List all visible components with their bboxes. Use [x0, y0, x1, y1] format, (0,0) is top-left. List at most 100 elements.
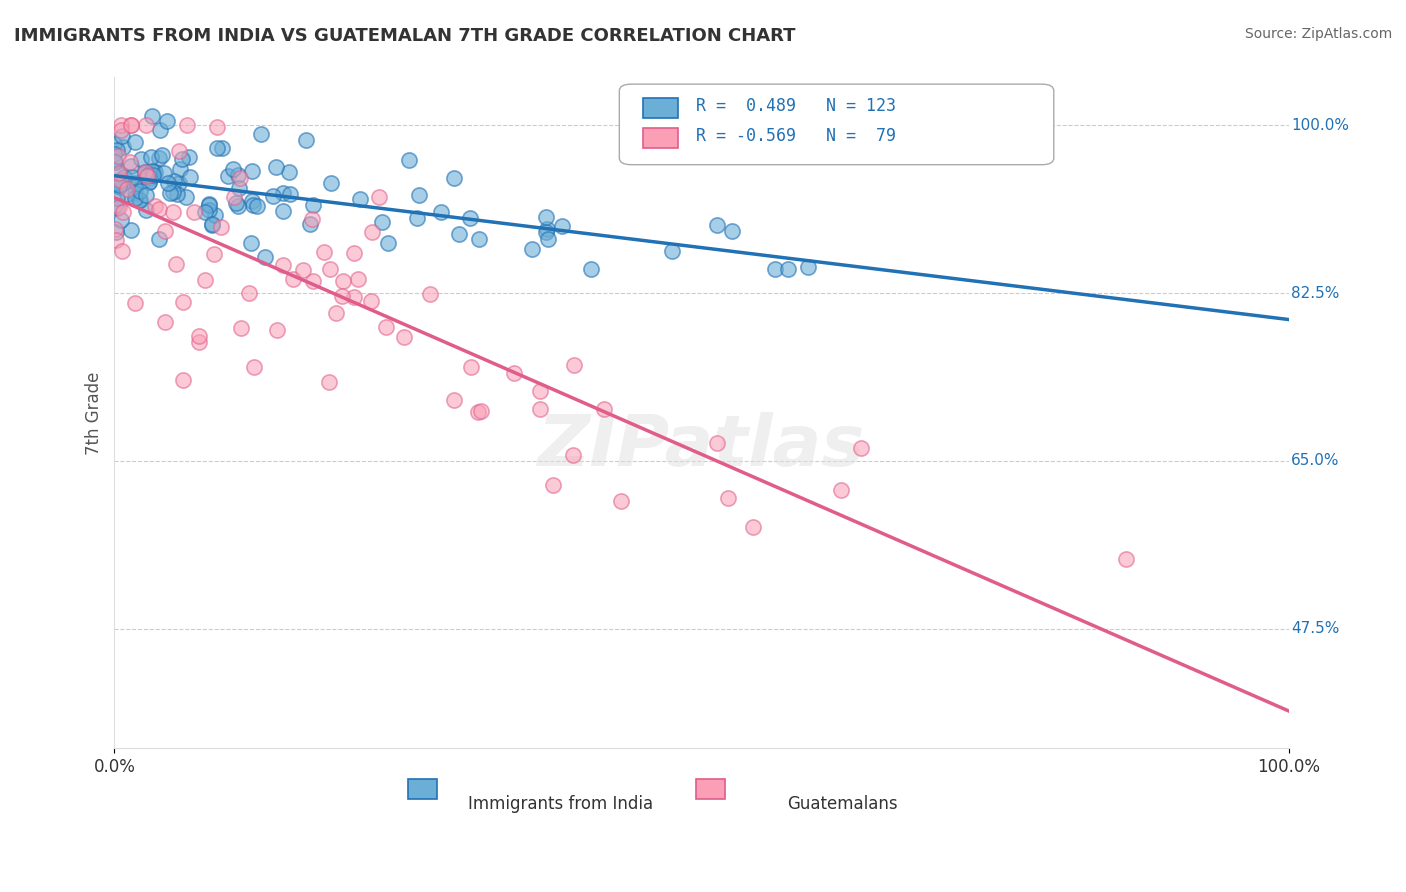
Point: [156, 177, 179, 191]
Point: [368, 190, 391, 204]
Point: [319, 261, 342, 276]
Point: [104, 225, 127, 239]
Point: [763, 262, 786, 277]
Point: [162, 185, 184, 199]
Point: [159, 186, 181, 200]
Point: [131, 152, 153, 166]
Point: [536, 232, 558, 246]
Point: [156, 114, 179, 128]
Point: [124, 176, 146, 190]
Point: [529, 402, 551, 417]
Point: [138, 175, 160, 189]
Point: [406, 211, 429, 225]
Point: [103, 147, 125, 161]
Point: [103, 137, 125, 152]
Point: [167, 176, 190, 190]
Point: [375, 319, 398, 334]
Point: [141, 164, 163, 178]
Point: [561, 448, 583, 462]
Point: [849, 441, 872, 455]
Point: [183, 205, 205, 219]
Point: [278, 187, 301, 202]
Point: [111, 244, 134, 258]
Point: [201, 217, 224, 231]
Point: [706, 436, 728, 450]
Point: [467, 404, 489, 418]
Point: [153, 166, 176, 180]
Point: [330, 288, 353, 302]
Point: [551, 219, 574, 234]
Point: [830, 483, 852, 497]
Point: [742, 519, 765, 533]
Point: [419, 286, 441, 301]
Point: [121, 170, 143, 185]
Point: [162, 205, 184, 219]
Point: [103, 221, 125, 235]
Point: [443, 171, 465, 186]
Point: [107, 149, 129, 163]
Point: [609, 494, 631, 508]
Point: [188, 329, 211, 343]
Point: [529, 384, 551, 399]
Bar: [408, 779, 437, 799]
Point: [253, 251, 276, 265]
Point: [447, 227, 470, 241]
Point: [112, 169, 135, 184]
Point: [242, 198, 264, 212]
Point: [226, 168, 249, 182]
Point: [198, 203, 221, 218]
Point: [231, 320, 253, 334]
Point: [318, 376, 340, 390]
Point: [177, 150, 200, 164]
Point: [520, 242, 543, 256]
Point: [149, 123, 172, 137]
Point: [194, 204, 217, 219]
Text: 65.0%: 65.0%: [1291, 453, 1340, 468]
Point: [187, 335, 209, 350]
Point: [103, 154, 125, 169]
Text: Source: ZipAtlas.com: Source: ZipAtlas.com: [1244, 27, 1392, 41]
Point: [243, 359, 266, 374]
Point: [295, 133, 318, 147]
Point: [111, 129, 134, 144]
Point: [222, 190, 245, 204]
Point: [135, 119, 157, 133]
Point: [430, 205, 453, 219]
Point: [205, 141, 228, 155]
Point: [562, 358, 585, 372]
Point: [134, 165, 156, 179]
Text: R =  0.489   N = 123: R = 0.489 N = 123: [696, 97, 896, 115]
Point: [148, 202, 170, 216]
Point: [172, 373, 194, 387]
Point: [155, 224, 177, 238]
Point: [124, 295, 146, 310]
Point: [349, 192, 371, 206]
Point: [301, 198, 323, 212]
Point: [301, 274, 323, 288]
Point: [165, 256, 187, 270]
Point: [111, 205, 134, 219]
Point: [228, 181, 250, 195]
Text: Immigrants from India: Immigrants from India: [468, 796, 654, 814]
Y-axis label: 7th Grade: 7th Grade: [86, 371, 103, 455]
Point: [343, 246, 366, 260]
Point: [240, 235, 263, 250]
Point: [346, 272, 368, 286]
Bar: [696, 779, 725, 799]
Point: [460, 359, 482, 374]
Point: [174, 190, 197, 204]
Point: [443, 393, 465, 408]
Point: [264, 160, 287, 174]
Point: [110, 119, 132, 133]
Point: [207, 120, 229, 135]
Point: [536, 222, 558, 236]
Point: [105, 191, 128, 205]
Point: [148, 151, 170, 165]
Point: [139, 170, 162, 185]
Point: [142, 169, 165, 183]
Point: [229, 170, 252, 185]
Point: [172, 294, 194, 309]
Text: R = -0.569   N =  79: R = -0.569 N = 79: [696, 128, 896, 145]
Point: [271, 204, 294, 219]
Point: [458, 211, 481, 225]
